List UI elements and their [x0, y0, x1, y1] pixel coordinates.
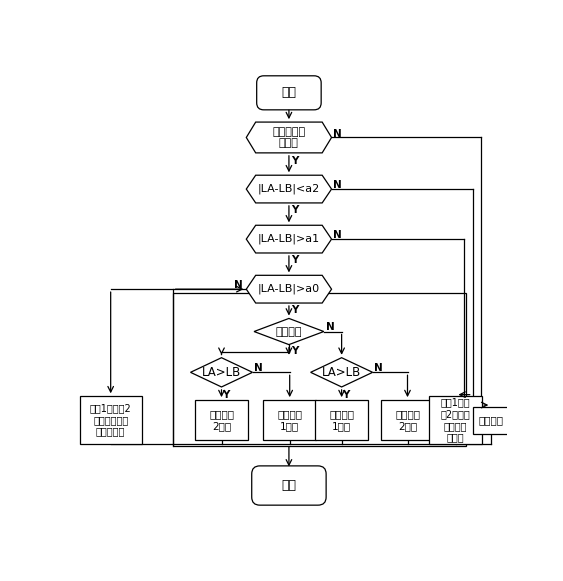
Text: Y: Y	[292, 255, 299, 265]
Text: |LA-LB|>a1: |LA-LB|>a1	[258, 234, 320, 245]
Text: 是否选择卷
扬同步: 是否选择卷 扬同步	[272, 127, 306, 148]
Text: Y: Y	[222, 390, 230, 400]
Text: LA>LB: LA>LB	[322, 366, 361, 379]
Text: N: N	[325, 322, 334, 332]
FancyBboxPatch shape	[429, 396, 482, 444]
FancyBboxPatch shape	[80, 396, 142, 444]
FancyBboxPatch shape	[315, 400, 368, 440]
Polygon shape	[246, 225, 332, 253]
FancyBboxPatch shape	[257, 76, 321, 110]
Polygon shape	[246, 275, 332, 303]
Text: 卷扬1与卷
扬2以相同
转速起升
或下降: 卷扬1与卷 扬2以相同 转速起升 或下降	[441, 397, 471, 443]
Text: 开始: 开始	[282, 87, 297, 99]
Polygon shape	[190, 358, 252, 387]
Polygon shape	[254, 318, 324, 345]
FancyBboxPatch shape	[263, 400, 316, 440]
Text: 卷扬起升: 卷扬起升	[276, 327, 302, 336]
Text: N: N	[333, 180, 342, 190]
FancyBboxPatch shape	[252, 466, 326, 505]
Text: 程序报警: 程序报警	[479, 415, 504, 425]
Text: 卷扬1与卷扬2
由各自控制手
柄控制转速: 卷扬1与卷扬2 由各自控制手 柄控制转速	[90, 403, 132, 437]
Text: 结束: 结束	[282, 479, 297, 492]
Text: |LA-LB|<a2: |LA-LB|<a2	[258, 184, 320, 194]
Text: Y: Y	[292, 205, 299, 215]
Text: |LA-LB|>a0: |LA-LB|>a0	[258, 284, 320, 295]
Text: N: N	[234, 280, 243, 290]
Text: Y: Y	[292, 346, 299, 356]
FancyBboxPatch shape	[381, 400, 434, 440]
Text: 减小卷扬
1转速: 减小卷扬 1转速	[329, 409, 354, 431]
Text: N: N	[374, 363, 383, 372]
FancyBboxPatch shape	[195, 400, 248, 440]
FancyBboxPatch shape	[472, 407, 510, 433]
Polygon shape	[246, 175, 332, 203]
Text: Y: Y	[292, 305, 299, 315]
Text: 减小卷扬
2转速: 减小卷扬 2转速	[209, 409, 234, 431]
Text: N: N	[254, 363, 263, 372]
Text: N: N	[333, 230, 342, 241]
Text: Y: Y	[292, 156, 299, 166]
Polygon shape	[246, 122, 332, 153]
Text: 减小卷扬
2转速: 减小卷扬 2转速	[395, 409, 420, 431]
Text: Y: Y	[343, 390, 350, 400]
Text: N: N	[333, 128, 342, 139]
Text: 减小卷扬
1转速: 减小卷扬 1转速	[277, 409, 302, 431]
Text: LA>LB: LA>LB	[202, 366, 241, 379]
Polygon shape	[311, 358, 373, 387]
